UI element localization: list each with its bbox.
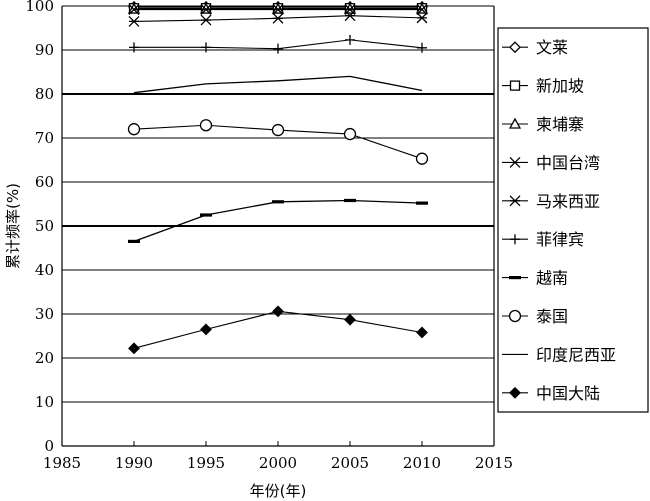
y-tick-label-50: 50 [35,217,54,235]
legend-marker-2 [509,80,521,91]
legend-item-4: 中国台湾 [502,153,600,172]
data-point-s10-1990 [128,342,140,355]
series-3 [127,2,429,14]
legend-item-9: 印度尼西亚 [502,345,616,364]
legend-item-10: 中国大陆 [502,384,600,403]
data-point-s4-1995 [200,4,212,15]
y-tick-label-10: 10 [35,393,54,411]
y-tick-label-80: 80 [35,85,54,103]
series-6 [129,34,427,54]
data-point-s7-1990 [128,239,140,243]
data-point-s4-2010 [416,4,428,15]
data-point-s3-2005 [343,2,357,14]
data-point-s5-1995 [200,14,212,26]
data-point-s5-2005 [344,10,356,22]
legend-label-4: 中国台湾 [536,153,600,172]
legend-marker-6 [510,234,520,245]
legend-item-8: 泰国 [502,307,568,326]
x-tick-label-2015: 2015 [475,454,513,472]
grid-lines [62,5,494,403]
data-point-s8-1990 [127,123,141,136]
legend-item-3: 柬埔寨 [502,115,584,134]
y-tick-label-70: 70 [35,129,54,147]
data-point-s5-2000 [272,12,284,24]
legend-label-9: 印度尼西亚 [536,345,616,364]
legend-label-7: 越南 [536,269,568,288]
x-tick-label-1990: 1990 [115,454,153,472]
series-5 [128,10,428,27]
y-tick-label-0: 0 [44,437,54,455]
legend-label-8: 泰国 [536,307,568,326]
data-point-s6-2010 [417,42,427,53]
data-point-s7-2000 [272,200,284,204]
series-8 [127,119,429,165]
x-tick-label-1995: 1995 [187,454,225,472]
legend-label-6: 菲律宾 [536,230,584,249]
data-point-s4-2000 [272,4,284,15]
x-axis-ticks: 1985 1990 1995 2000 2005 2010 2015 [43,441,513,472]
series-layer [127,0,429,355]
data-point-s8-2005 [343,127,357,141]
data-point-s6-1990 [129,42,139,53]
legend-marker-3 [508,117,522,129]
y-axis-ticks: 0 10 20 30 40 50 60 70 80 90 100 [25,0,67,455]
legend-marker-10 [509,386,521,399]
data-point-s8-1995 [199,119,213,132]
legend-label-5: 马来西亚 [536,192,600,211]
series-9 [133,75,423,94]
legend-label-3: 柬埔寨 [536,115,584,134]
data-point-s5-1990 [128,15,140,27]
legend-marker-8 [508,309,522,323]
x-tick-label-2005: 2005 [331,454,369,472]
y-tick-label-90: 90 [35,41,54,59]
series-line-7 [133,199,423,243]
legend-box [497,27,649,413]
series-10 [128,305,428,355]
data-point-s8-2010 [415,152,429,165]
legend-marker-1 [509,41,521,54]
legend-item-2: 新加坡 [502,77,584,96]
data-point-s10-1995 [200,323,212,336]
data-point-s3-2010 [415,2,429,14]
data-point-s10-2005 [344,313,356,326]
legend-label-2: 新加坡 [536,77,584,96]
legend-item-1: 文莱 [502,38,568,57]
x-tick-label-2010: 2010 [403,454,441,472]
legend-marker-7 [509,276,521,280]
data-point-s10-2010 [416,326,428,339]
y-tick-label-100: 100 [25,0,54,15]
y-tick-label-40: 40 [35,261,54,279]
data-point-s4-1990 [128,4,140,15]
data-point-s3-1995 [199,2,213,14]
series-line-9 [133,75,423,94]
data-point-s6-2000 [273,43,283,54]
legend-item-6: 菲律宾 [502,230,584,249]
legend-label-1: 文莱 [536,38,568,57]
legend-marker-4 [509,156,521,168]
data-point-s6-2005 [345,34,355,45]
data-point-s6-1995 [201,42,211,53]
y-tick-label-30: 30 [35,305,54,323]
y-tick-label-20: 20 [35,349,54,367]
data-point-s8-2000 [271,123,285,137]
y-tick-label-60: 60 [35,173,54,191]
data-point-s7-2005 [344,198,356,203]
data-point-s10-2000 [272,305,284,318]
data-point-s3-2000 [271,2,285,14]
legend-item-5: 马来西亚 [502,192,600,211]
data-point-s7-2010 [416,201,428,205]
data-point-s3-1990 [127,2,141,14]
series-7 [128,198,428,243]
data-point-s5-2010 [416,12,428,24]
legend-label-10: 中国大陆 [536,384,600,403]
legend-item-7: 越南 [502,269,568,288]
x-tick-label-2000: 2000 [259,454,297,472]
y-axis-title: 累计频率(%) [4,183,22,269]
data-point-s7-1995 [200,213,212,217]
x-tick-label-1985: 1985 [43,454,81,472]
legend-marker-5 [509,195,521,207]
x-axis-title: 年份(年) [250,482,307,500]
